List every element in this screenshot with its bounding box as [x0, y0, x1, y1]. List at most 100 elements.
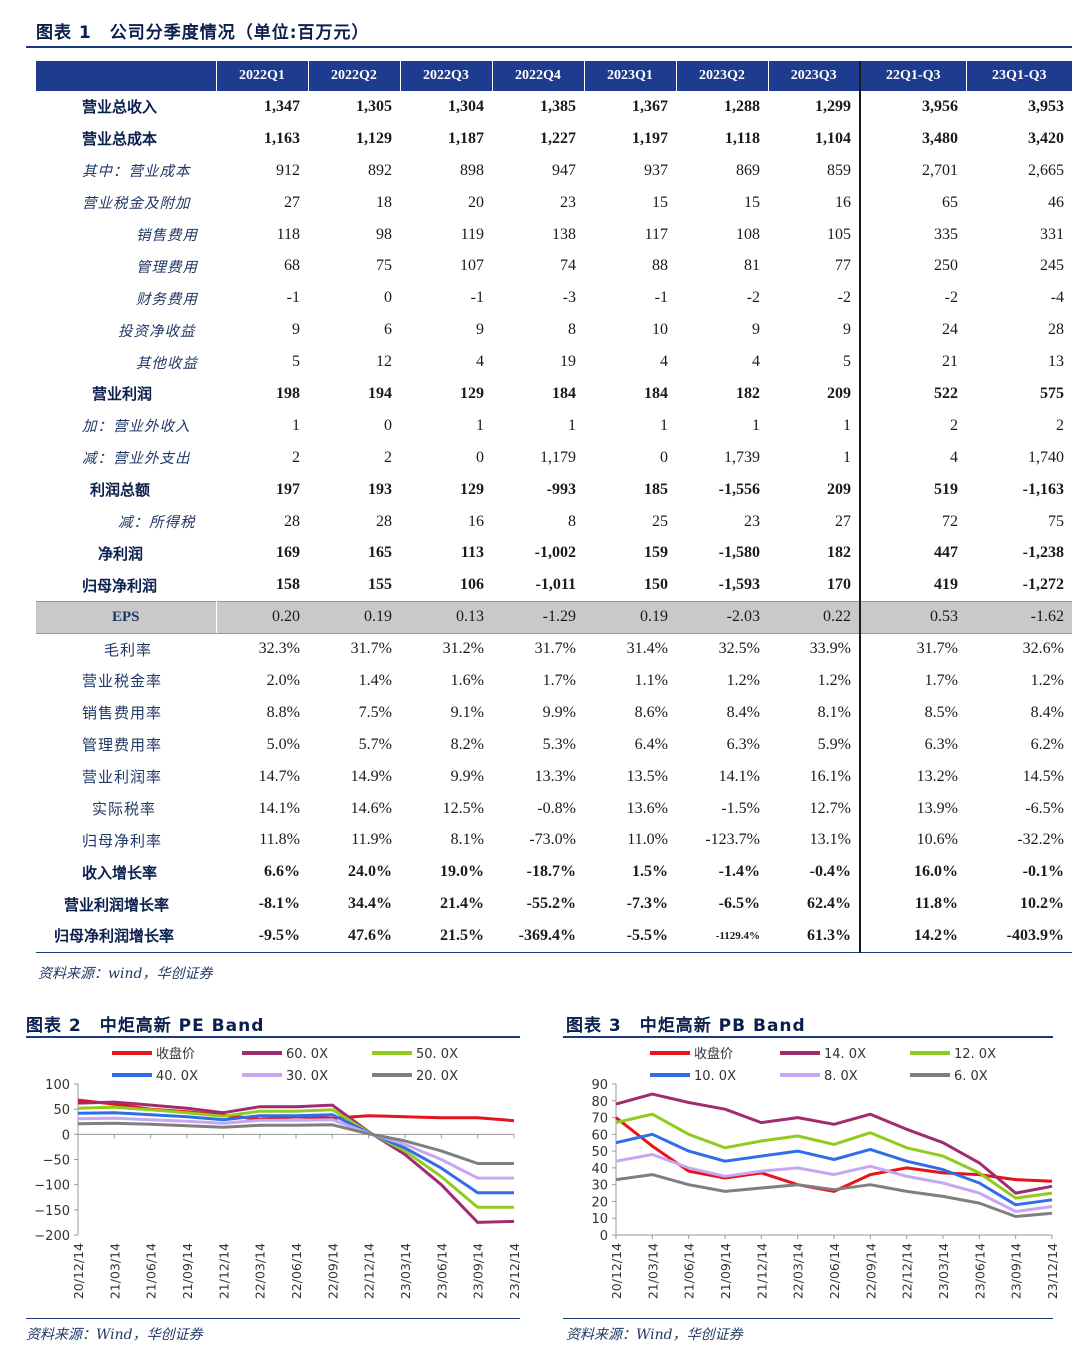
row-label: 销售费用率 [82, 704, 163, 723]
pe-series-line [77, 1100, 515, 1224]
pb-series-line [615, 1153, 1053, 1213]
row-label: 加：营业外收入 [82, 419, 191, 436]
table-row: 营业总收入 1,347 1,305 1,304 1,385 1,367 1,288 1,299… [36, 91, 1072, 123]
table-cell: 6.3% [726, 735, 760, 753]
pe-y-tick-label: 100 [45, 1078, 70, 1093]
pb-series-line [615, 1173, 1053, 1218]
table-cell: 159 [644, 544, 668, 562]
pe-series-line [77, 1116, 514, 1180]
table-cell: 28 [1048, 321, 1064, 339]
table-cell: 8.5% [859, 696, 966, 729]
table-cell: -1,163 [1022, 480, 1064, 498]
table-cell: 6.6% [264, 863, 300, 881]
table-cell: 16 [835, 193, 851, 211]
pb-y-tick-label: 20 [591, 1195, 608, 1210]
table-cell: 209 [827, 480, 851, 498]
table-row: 毛利率 32.3% 31.7% 31.2% 31.7% 31.4% 32.5% 33.9% 31… [36, 633, 1072, 666]
table-cell: 1,179 [540, 448, 576, 466]
row-label: 毛利率 [104, 640, 153, 659]
table-row: 营业税金率 2.0% 1.4% 1.6% 1.7% 1.1% 1.2% 1.2% 1.7% 1.2… [36, 665, 1072, 697]
table-cell: 182 [827, 544, 851, 562]
table-cell: 0 [384, 289, 392, 307]
pe-series-line [77, 1121, 514, 1165]
pe-y-tick-label: −200 [34, 1229, 70, 1244]
table-cell: -2 [746, 289, 760, 307]
table-cell: 3,480 [859, 122, 966, 155]
pb-legend-label: 6. 0X [954, 1069, 988, 1084]
table-cell: 1 [843, 448, 851, 466]
table-row: 管理费用率 5.0% 5.7% 8.2% 5.3% 6.4% 6.3% 5.9% 6.3% 6.2… [36, 728, 1072, 761]
table-cell: 129 [460, 384, 484, 402]
table-cell: 33.9% [809, 640, 851, 658]
table-cell: 5 [292, 353, 300, 371]
table-cell: 5.0% [266, 735, 300, 753]
table-cell: 8 [568, 321, 576, 339]
table-cell: 77 [835, 257, 851, 275]
table-cell: -2 [837, 289, 851, 307]
table-cell: 519 [859, 473, 966, 506]
table-cell: 34.4% [348, 895, 392, 913]
table-cell: -2 [859, 282, 966, 315]
column-header: 2022Q4 [491, 61, 584, 91]
row-label: 营业税金率 [82, 672, 163, 691]
table-cell: 892 [368, 161, 392, 179]
table-cell: 75 [1048, 512, 1064, 530]
pb-x-tick-label: 23/06/14 [972, 1243, 987, 1299]
pb-legend-label: 10. 0X [694, 1069, 736, 1084]
table-cell: 19 [560, 353, 576, 371]
pb-legend-label: 14. 0X [824, 1047, 866, 1062]
table-cell: 165 [368, 544, 392, 562]
table-cell: 8.4% [726, 703, 760, 721]
table-row: 加：营业外收入 1 0 1 1 1 1 1 2 2 [36, 409, 1072, 442]
table-cell: 2,701 [859, 154, 966, 187]
table-row: 归母净利润 158 155 106 -1,011 150 -1,593 170 419 -1,27… [36, 569, 1072, 602]
table-cell: 1,227 [540, 129, 576, 147]
table-row: 销售费用 118 98 119 138 117 108 105 335 331 [36, 218, 1072, 251]
table-cell: 0.13 [400, 600, 492, 634]
pb-x-tick-label: 22/03/14 [791, 1243, 806, 1299]
table-cell: 859 [827, 161, 851, 179]
table-cell: 2 [859, 409, 966, 442]
table-cell: 8.1% [450, 831, 484, 849]
table-cell: 150 [644, 576, 668, 594]
table1-title-rule [26, 46, 1072, 48]
table-cell: 198 [276, 384, 300, 402]
row-label: 营业利润 [92, 385, 153, 404]
table-cell: 250 [859, 250, 966, 283]
table-cell: 522 [859, 378, 966, 410]
table-row: 净利润 169 165 113 -1,002 159 -1,580 182 447 -1,238 [36, 537, 1072, 570]
table-cell: 869 [736, 161, 760, 179]
table-cell: -1,002 [534, 544, 576, 562]
pe-source: 资料来源：Wind，华创证券 [26, 1327, 203, 1343]
table-cell: -1,238 [1022, 544, 1064, 562]
pb-x-tick-label: 22/06/14 [827, 1243, 842, 1299]
table-cell: 1 [660, 416, 668, 434]
table-cell: 1,163 [264, 129, 300, 147]
pb-y-tick-label: 60 [591, 1128, 608, 1143]
table-cell: -6.5% [718, 895, 760, 913]
table-header-row: 2022Q1 2022Q2 2022Q3 2022Q4 2023Q1 2023Q2 2023… [36, 61, 1072, 91]
table-cell: 9 [476, 321, 484, 339]
table-cell: 9 [292, 321, 300, 339]
pb-x-tick-label: 21/06/14 [682, 1243, 697, 1299]
table-cell: 4 [660, 353, 668, 371]
table-cell: 2,665 [1028, 161, 1064, 179]
table-cell: 62.4% [807, 895, 851, 913]
table-cell: 32.5% [718, 640, 760, 658]
table-row: 管理费用 68 75 107 74 88 81 77 250 245 [36, 250, 1072, 283]
table-row: 财务费用 -1 0 -1 -3 -1 -2 -2 -2 -4 [36, 282, 1072, 315]
table-cell: 1,129 [356, 129, 392, 147]
pb-x-tick-label: 20/12/14 [609, 1243, 624, 1299]
row-label: 净利润 [98, 544, 144, 563]
table-cell: 14.2% [859, 920, 966, 953]
table-cell: 1 [292, 416, 300, 434]
table-cell: 108 [736, 225, 760, 243]
table-cell: 2 [292, 448, 300, 466]
table-cell: 170 [827, 576, 851, 594]
table-cell: 11.8% [859, 888, 966, 921]
table-cell: 16.0% [859, 856, 966, 889]
pb-x-tick-label: 22/12/14 [900, 1243, 915, 1299]
table-cell: 24 [859, 314, 966, 347]
table1-source: 资料来源：wind，华创证券 [38, 966, 213, 982]
pe-y-tick-label: 0 [62, 1128, 70, 1143]
